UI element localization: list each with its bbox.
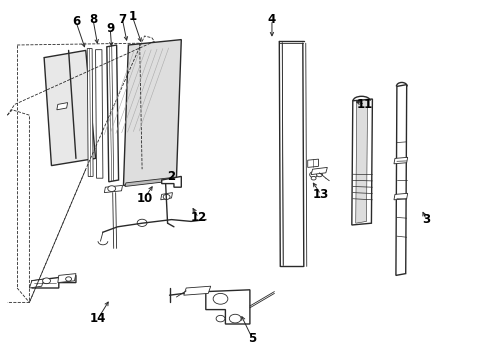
Polygon shape: [125, 177, 175, 186]
Circle shape: [317, 172, 322, 177]
Polygon shape: [206, 290, 250, 324]
Polygon shape: [394, 193, 408, 200]
Polygon shape: [44, 50, 96, 166]
Text: 9: 9: [106, 22, 114, 35]
Circle shape: [216, 315, 225, 322]
Polygon shape: [96, 50, 103, 178]
Text: 6: 6: [72, 15, 80, 28]
Polygon shape: [123, 40, 181, 185]
Polygon shape: [311, 167, 327, 175]
Polygon shape: [161, 193, 172, 200]
Polygon shape: [32, 275, 76, 288]
Text: 13: 13: [313, 188, 329, 201]
Text: 11: 11: [357, 98, 373, 111]
Circle shape: [137, 219, 147, 226]
Polygon shape: [396, 85, 407, 275]
Polygon shape: [394, 157, 408, 164]
Polygon shape: [184, 286, 211, 295]
Polygon shape: [107, 45, 119, 182]
Polygon shape: [352, 99, 372, 225]
Circle shape: [311, 176, 316, 180]
Text: 12: 12: [190, 211, 207, 224]
Text: 5: 5: [248, 332, 256, 345]
Text: 8: 8: [89, 13, 97, 26]
Text: 14: 14: [90, 312, 106, 325]
Text: 2: 2: [168, 170, 175, 183]
Polygon shape: [162, 176, 181, 187]
Polygon shape: [356, 100, 368, 223]
Polygon shape: [29, 279, 44, 288]
Polygon shape: [57, 103, 68, 110]
Circle shape: [213, 293, 228, 304]
Text: 10: 10: [136, 192, 153, 204]
Circle shape: [310, 172, 318, 177]
Text: 1: 1: [128, 10, 136, 23]
Text: 3: 3: [422, 213, 430, 226]
Circle shape: [66, 277, 72, 281]
Polygon shape: [104, 185, 122, 193]
Circle shape: [163, 194, 170, 199]
Polygon shape: [58, 274, 76, 283]
Polygon shape: [87, 49, 93, 176]
Circle shape: [229, 314, 241, 323]
Text: 7: 7: [119, 13, 126, 26]
Polygon shape: [308, 159, 319, 167]
Text: 4: 4: [268, 13, 276, 26]
Circle shape: [43, 278, 50, 284]
Circle shape: [108, 186, 116, 192]
